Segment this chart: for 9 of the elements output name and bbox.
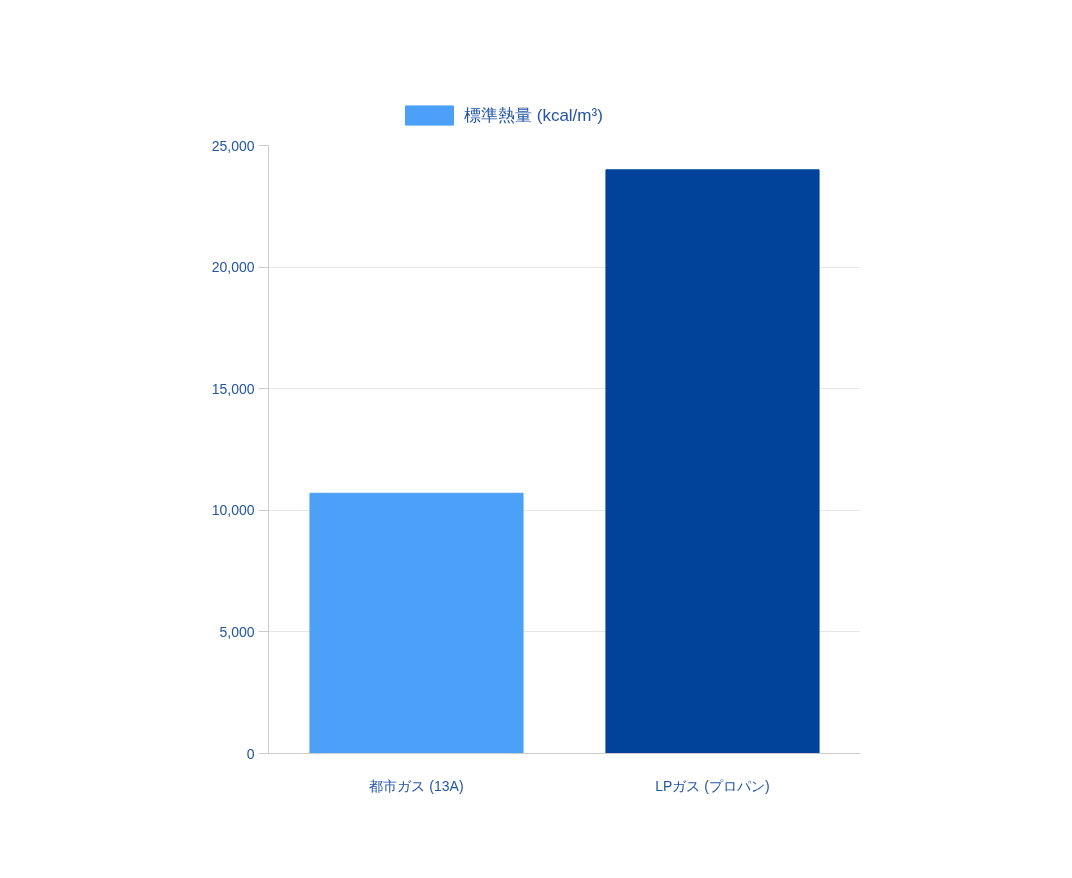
y-tick-label: 5,000 — [219, 623, 255, 640]
legend-label: 標準熱量 (kcal/m³) — [464, 104, 603, 127]
y-tick-label: 20,000 — [211, 259, 255, 276]
x-tick-label: LPガス (プロパン) — [655, 777, 770, 794]
y-tick-label: 10,000 — [211, 502, 255, 519]
y-tick-label: 15,000 — [211, 380, 255, 397]
x-tick-label: 都市ガス (13A) — [369, 777, 464, 794]
y-tick-label: 0 — [246, 745, 255, 762]
y-tick-label: 25,000 — [211, 137, 255, 154]
